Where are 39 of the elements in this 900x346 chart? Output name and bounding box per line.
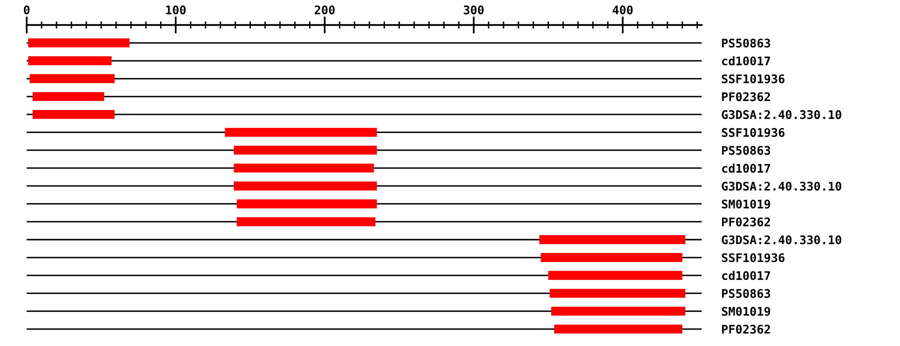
y-tick-label: SSF101936 <box>722 253 784 262</box>
bar <box>32 110 115 119</box>
bar <box>540 253 682 262</box>
bar <box>236 199 377 208</box>
bar <box>234 146 377 155</box>
bar <box>551 306 686 316</box>
bar <box>548 270 682 280</box>
x-tick-label: 400 <box>612 5 633 14</box>
y-tick-label: G3DSA:2.40.330.10 <box>722 235 842 244</box>
bar <box>234 182 377 190</box>
bar <box>236 217 376 226</box>
bar <box>224 128 377 137</box>
y-tick-label: SM01019 <box>722 200 770 209</box>
x-tick-label: 300 <box>464 5 484 14</box>
y-tick-label: PS50863 <box>722 289 770 298</box>
y-tick-label: cd10017 <box>722 56 770 66</box>
y-tick-label: SSF101936 <box>722 128 784 138</box>
y-tick-label: SM01019 <box>722 306 770 316</box>
bar <box>539 235 686 244</box>
bar <box>28 38 130 48</box>
bar <box>32 92 104 102</box>
bar <box>554 324 682 334</box>
y-tick-label: PF02362 <box>722 324 770 334</box>
y-tick-label: PF02362 <box>722 92 770 102</box>
y-tick-label: PS50863 <box>722 38 770 48</box>
y-tick-label: cd10017 <box>722 164 770 173</box>
y-tick-label: G3DSA:2.40.330.10 <box>722 110 842 120</box>
x-tick-label: 0 <box>24 5 30 14</box>
bar <box>30 74 115 84</box>
bar <box>550 288 686 298</box>
x-tick-label: 100 <box>166 5 186 14</box>
y-tick-label: SSF101936 <box>722 74 784 84</box>
x-tick-label: 200 <box>314 5 335 14</box>
y-tick-label: G3DSA:2.40.330.10 <box>722 182 842 191</box>
y-tick-label: cd10017 <box>722 270 770 280</box>
y-tick-label: PS50863 <box>722 146 770 155</box>
bar <box>28 56 112 66</box>
bar <box>234 164 374 173</box>
y-tick-label: PF02362 <box>722 217 770 226</box>
